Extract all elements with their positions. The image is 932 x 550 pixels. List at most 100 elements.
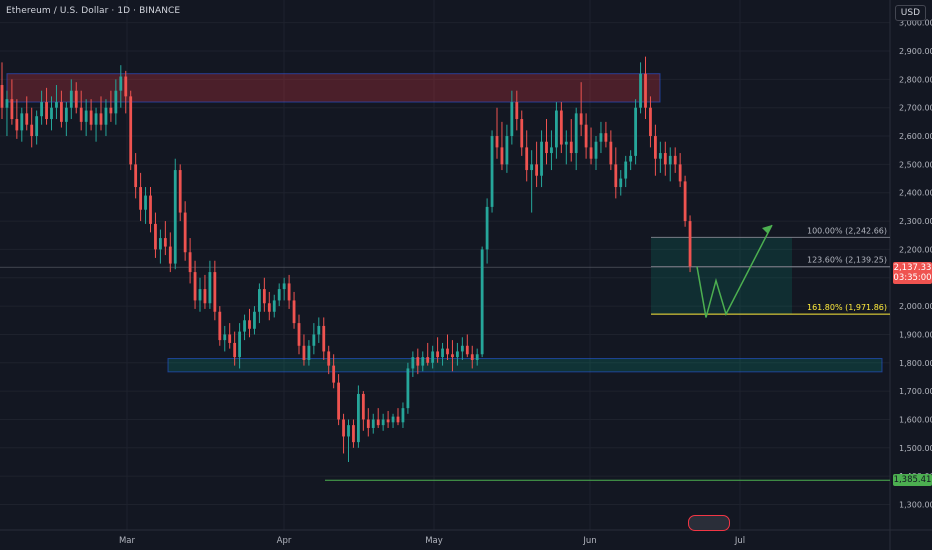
candle-body [550, 147, 553, 154]
candle-body [119, 76, 123, 91]
candle-body [347, 425, 350, 437]
currency-button[interactable]: USD [894, 5, 926, 21]
candle-body [500, 147, 504, 165]
candle-body [134, 164, 138, 188]
candle-body [64, 107, 68, 122]
y-tick-label: 1,500.00 [899, 444, 932, 453]
candle-body [183, 212, 187, 253]
support-zone [167, 358, 883, 373]
candle-body [228, 334, 232, 343]
candle-body [139, 187, 142, 210]
candle-body [342, 419, 345, 437]
low-price-badge: 1,385.41 [893, 474, 932, 487]
candle-body [20, 113, 24, 131]
candle-body [589, 147, 593, 159]
candle-body [0, 85, 4, 108]
candle-body [45, 102, 48, 120]
candle-body [451, 354, 454, 358]
candle-body [307, 345, 311, 360]
candle-body [604, 133, 608, 142]
projection-line [696, 224, 773, 318]
candle-body [579, 113, 583, 125]
candle-body [258, 289, 261, 312]
candle-body [634, 107, 637, 156]
candle-body [99, 113, 103, 125]
candle-body [79, 107, 83, 122]
candle-body [505, 136, 509, 165]
candle-body [154, 223, 157, 250]
candle-body [327, 351, 331, 366]
candle-body [609, 141, 613, 165]
candle-body [74, 90, 78, 108]
candle-body [535, 164, 538, 176]
candle-body [129, 96, 133, 165]
candle-body [446, 348, 449, 355]
candle-body [124, 76, 128, 97]
candle-body [5, 99, 9, 108]
candle-body [545, 141, 548, 154]
chart-title: Ethereum / U.S. Dollar · 1D · BINANCE [6, 6, 181, 16]
candle-body [30, 124, 34, 137]
x-tick-label: Jul [734, 536, 745, 546]
candle-body [599, 133, 603, 142]
candle-body [267, 303, 271, 312]
x-tick-label: Jun [582, 536, 596, 546]
candle-body [688, 221, 692, 267]
candle-body [114, 90, 118, 114]
candle-body [50, 107, 53, 120]
candle-body [213, 272, 217, 312]
candle-body [668, 155, 672, 165]
events-flag-icon[interactable] [688, 515, 730, 531]
candle-body [371, 419, 375, 428]
y-tick-label: 2,300.00 [899, 217, 932, 226]
candle-body [411, 357, 415, 369]
y-tick-label: 2,800.00 [899, 75, 932, 84]
candle-body [149, 195, 152, 224]
candle-body [525, 147, 529, 171]
candle-body [292, 300, 296, 324]
candle-body [253, 311, 256, 329]
y-tick-label: 3,000.00 [899, 19, 932, 28]
candle-body [515, 102, 519, 120]
candle-body [658, 153, 662, 159]
candle-body [391, 416, 395, 423]
candle-body [272, 300, 276, 312]
y-tick-label: 1,300.00 [899, 500, 932, 509]
y-tick-label: 1,800.00 [899, 359, 932, 368]
current-price-badge: 2,137.33 03:35:00 [893, 262, 932, 285]
candle-body [594, 141, 598, 159]
candle-body [89, 110, 93, 125]
candle-body [436, 351, 439, 358]
candle-body [203, 289, 207, 304]
candle-body [456, 351, 459, 358]
candle-body [262, 289, 266, 304]
candle-body [159, 238, 162, 250]
candle-body [480, 249, 484, 355]
y-tick-label: 1,600.00 [899, 415, 932, 424]
candle-body [178, 170, 182, 213]
candle-body [396, 416, 400, 423]
candle-body [485, 206, 489, 250]
candle-body [238, 331, 241, 358]
candle-body [40, 102, 43, 117]
candle-body [559, 110, 563, 145]
candle-body [188, 252, 192, 273]
candle-body [406, 368, 410, 409]
candle-body [495, 136, 499, 148]
countdown-label: 03:35:00 [893, 273, 932, 284]
candle-body [317, 325, 321, 335]
x-tick-label: Mar [119, 536, 136, 546]
candle-body [584, 124, 588, 148]
candle-body [619, 178, 623, 188]
candle-body [69, 90, 73, 108]
projection-arrowhead [762, 225, 772, 235]
candle-body [510, 102, 514, 137]
fib-level-label: 123.60% (2,139.25) [807, 256, 887, 265]
candle-body [198, 289, 202, 301]
candle-body [465, 345, 469, 355]
candle-body [639, 73, 642, 108]
candle-body [663, 153, 667, 165]
candle-body [490, 136, 494, 207]
